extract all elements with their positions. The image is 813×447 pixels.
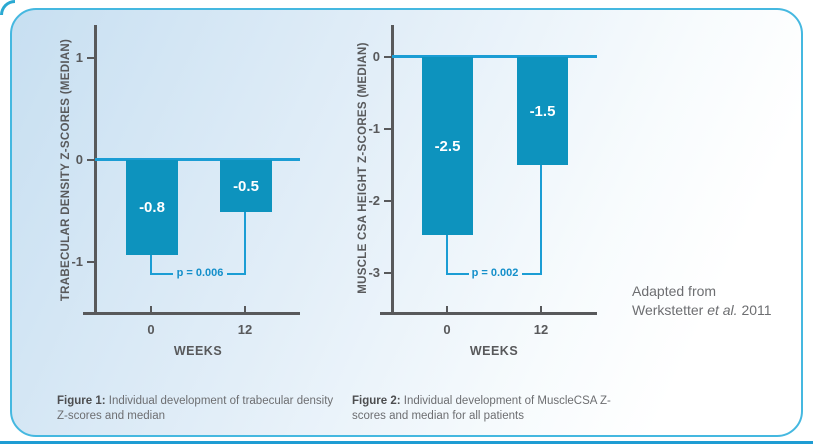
chart1-bracket-left-horizontal	[150, 273, 173, 275]
chart2-ytick-label: -1	[368, 121, 380, 136]
chart1-ytick-1	[87, 57, 94, 59]
chart1-xtick-0	[150, 306, 152, 313]
figure1-caption: Figure 1: Individual development of trab…	[57, 394, 345, 424]
corner-accent-decoration	[0, 0, 15, 15]
chart1-bar-week0-value: -0.8	[139, 199, 165, 216]
chart1-bar-week0: -0.8	[126, 160, 178, 255]
chart2-zero-line	[392, 55, 597, 58]
chart2-bar-week12: -1.5	[517, 57, 568, 165]
chart2-x-axis	[380, 312, 597, 315]
chart2-ytick-0	[384, 56, 391, 58]
chart1-ytick-label: -1	[71, 254, 83, 269]
chart2-bar-week12-value: -1.5	[529, 102, 556, 120]
chart2-xtick-12	[540, 306, 542, 313]
chart1-ytick-label: 1	[75, 50, 83, 65]
bottom-accent-rule	[0, 441, 813, 444]
figure2-caption-text: Individual development of MuscleCSA Z-sc…	[352, 395, 611, 422]
chart1-ytick-label: 0	[75, 152, 83, 167]
chart1-bar-week12: -0.5	[220, 160, 272, 212]
chart2-ytick-label: -2	[368, 193, 380, 208]
chart2-bracket-left-horizontal	[446, 273, 469, 275]
chart1-ytick-neg1	[87, 261, 94, 263]
chart2-xtick-label: 0	[443, 322, 451, 337]
et-al-italic: et al.	[707, 302, 738, 318]
chart2-ytick-neg2	[384, 200, 391, 202]
chart2-p-value: p = 0.002	[471, 267, 519, 279]
chart1-xtick-12	[244, 306, 246, 313]
chart2-x-axis-title: WEEKS	[469, 344, 519, 358]
attribution-text: Adapted from Werkstetter et al. 2011	[632, 282, 772, 320]
chart1-x-axis-title: WEEKS	[173, 344, 223, 358]
chart2-ytick-label: -3	[368, 265, 380, 280]
chart1-bar-week12-value: -0.5	[233, 177, 259, 195]
chart1-x-axis	[83, 312, 300, 315]
chart2-ytick-neg1	[384, 128, 391, 130]
chart2-y-axis	[391, 25, 394, 315]
chart1-bracket-right-vertical	[244, 212, 246, 275]
chart1-bracket-left-vertical	[150, 255, 152, 275]
chart2-ytick-neg3	[384, 272, 391, 274]
figure1-caption-text: Individual development of trabecular den…	[57, 395, 334, 422]
chart1-xtick-label: 0	[147, 322, 155, 337]
chart1-bracket-right-horizontal	[227, 273, 246, 275]
figure2-caption-label: Figure 2:	[352, 395, 401, 407]
figure1-caption-label: Figure 1:	[57, 395, 106, 407]
chart2-bracket-right-vertical	[540, 165, 542, 275]
chart1-y-axis	[94, 25, 97, 315]
attribution-line2: Werkstetter et al. 2011	[632, 302, 772, 318]
chart2-bracket-right-horizontal	[522, 273, 541, 275]
chart1-xtick-label: 12	[237, 322, 253, 337]
attribution-line1: Adapted from	[632, 283, 717, 299]
chart1-ytick-0	[87, 159, 94, 161]
chart2-bar-week0-value: -2.5	[434, 137, 461, 155]
chart2-ytick-label: 0	[372, 49, 380, 64]
figure2-caption: Figure 2: Individual development of Musc…	[352, 394, 640, 424]
chart2-bar-week0: -2.5	[422, 57, 473, 235]
chart2-xtick-label: 12	[533, 322, 549, 337]
chart2-xtick-0	[446, 306, 448, 313]
chart1-zero-line	[95, 158, 300, 161]
chart2-bracket-left-vertical	[446, 235, 448, 275]
chart1-p-value: p = 0.006	[176, 267, 224, 279]
